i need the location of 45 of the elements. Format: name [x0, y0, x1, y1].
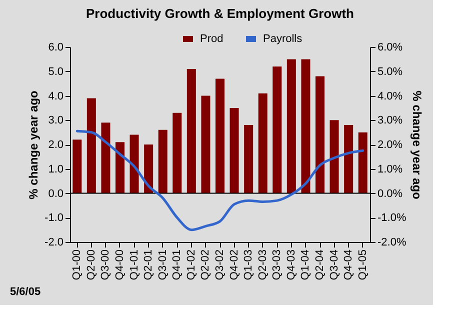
- y2-tick-label: 3.0%: [378, 114, 403, 127]
- x-tick-label: Q1-01: [128, 250, 140, 280]
- y2-tick-label: 4.0%: [378, 90, 403, 102]
- y-tick-label: 4.0: [48, 90, 64, 102]
- y-tick-label: 3.0: [48, 114, 64, 127]
- x-tick-label: Q3-01: [156, 250, 169, 280]
- y-tick-label: 0.0: [48, 188, 64, 200]
- x-tick-label: Q1-00: [71, 250, 84, 280]
- x-tick-label: Q1-04: [300, 250, 312, 280]
- x-tick-label: Q3-03: [271, 250, 284, 280]
- y2-tick-label: -2.0%: [378, 236, 406, 248]
- y-tick-label: -2.0: [44, 236, 64, 248]
- x-tick-label: Q2-04: [314, 250, 326, 280]
- x-tick-label: Q1-03: [242, 250, 255, 280]
- y-axis-title: % change year ago: [26, 90, 41, 200]
- x-tick-label: Q3-02: [214, 250, 226, 280]
- x-tick-label: Q1-05: [356, 250, 369, 280]
- x-tick-label: Q3-04: [328, 250, 340, 280]
- text: 5/6/05: [10, 286, 41, 298]
- y-tick-label: 1.0: [48, 163, 64, 176]
- x-tick-label: Q2-00: [85, 250, 98, 280]
- x-tick-label: Q4-00: [114, 250, 126, 280]
- y2-tick-label: 0.0%: [378, 188, 403, 200]
- y-tick-label: 6.0: [48, 42, 64, 54]
- y2-tick-label: 2.0%: [378, 139, 403, 151]
- y-tick-label: -1.0: [44, 212, 64, 224]
- x-tick-label: Q3-00: [100, 250, 112, 280]
- x-tick-label: Q2-03: [256, 250, 269, 280]
- x-tick-label: Q4-03: [285, 250, 298, 280]
- chart-title: Productivity Growth & Employment Growth: [86, 6, 354, 21]
- legend-label: Prod: [200, 33, 224, 45]
- y-tick-label: 2.0: [48, 139, 64, 151]
- x-tick-label: Q4-02: [228, 250, 240, 280]
- x-tick-label: Q4-04: [342, 250, 355, 280]
- x-tick-label: Q2-01: [142, 250, 155, 280]
- x-tick-label: Q2-02: [200, 250, 212, 280]
- legend-label: Payrolls: [263, 33, 303, 45]
- y2-axis-title: % change year ago: [410, 90, 424, 200]
- y2-tick-label: -1.0%: [378, 212, 406, 224]
- y-tick-label: 5.0: [48, 66, 64, 78]
- x-tick-label: Q1-02: [185, 250, 198, 280]
- x-tick-label: Q4-01: [171, 250, 184, 280]
- y2-tick-label: 6.0%: [378, 42, 403, 54]
- y2-tick-label: 5.0%: [378, 66, 403, 78]
- y2-tick-label: 1.0%: [378, 163, 403, 176]
